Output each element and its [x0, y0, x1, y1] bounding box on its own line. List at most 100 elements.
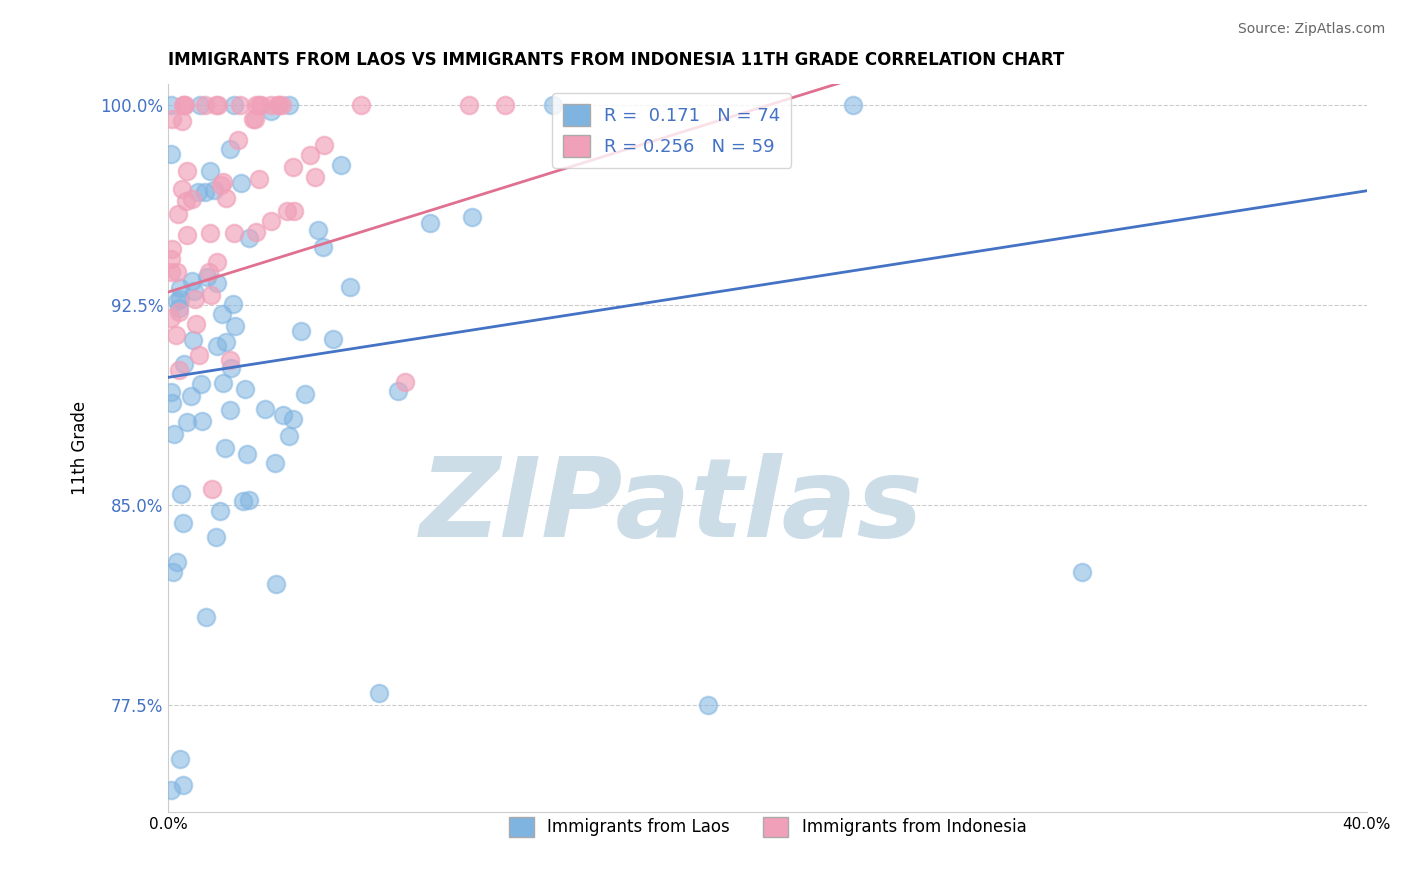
- Point: [278, 429, 301, 443]
- Point: [169, 751, 191, 765]
- Point: [259, 214, 281, 228]
- Point: [215, 334, 238, 349]
- Point: [205, 339, 228, 353]
- Point: [172, 516, 194, 531]
- Point: [219, 142, 242, 156]
- Point: [276, 204, 298, 219]
- Point: [219, 352, 242, 367]
- Point: [174, 194, 197, 208]
- Point: [387, 384, 409, 399]
- Point: [160, 783, 183, 797]
- Point: [245, 98, 267, 112]
- Point: [219, 361, 242, 376]
- Point: [304, 170, 326, 185]
- Point: [494, 98, 516, 112]
- Point: [271, 408, 294, 422]
- Point: [198, 226, 221, 240]
- Point: [186, 317, 208, 331]
- Text: IMMIGRANTS FROM LAOS VS IMMIGRANTS FROM INDONESIA 11TH GRADE CORRELATION CHART: IMMIGRANTS FROM LAOS VS IMMIGRANTS FROM …: [169, 51, 1064, 69]
- Point: [222, 226, 245, 240]
- Point: [160, 242, 183, 256]
- Point: [202, 183, 225, 197]
- Point: [218, 403, 240, 417]
- Point: [696, 698, 718, 713]
- Point: [167, 207, 190, 221]
- Point: [183, 293, 205, 307]
- Point: [167, 305, 190, 319]
- Point: [163, 427, 186, 442]
- Point: [215, 191, 238, 205]
- Point: [176, 415, 198, 429]
- Point: [233, 382, 256, 396]
- Point: [205, 98, 228, 112]
- Point: [195, 610, 218, 624]
- Point: [181, 333, 204, 347]
- Point: [842, 98, 865, 112]
- Point: [264, 577, 287, 591]
- Point: [160, 112, 183, 127]
- Point: [205, 276, 228, 290]
- Point: [329, 158, 352, 172]
- Point: [245, 225, 267, 239]
- Point: [173, 98, 195, 112]
- Point: [247, 171, 270, 186]
- Point: [160, 265, 183, 279]
- Point: [166, 555, 188, 569]
- Point: [290, 324, 312, 338]
- Point: [180, 192, 202, 206]
- Point: [180, 389, 202, 403]
- Point: [195, 269, 218, 284]
- Point: [247, 98, 270, 112]
- Point: [190, 98, 212, 112]
- Point: [209, 178, 232, 192]
- Point: [283, 160, 305, 174]
- Point: [229, 176, 252, 190]
- Point: [312, 239, 335, 253]
- Point: [238, 231, 260, 245]
- Point: [242, 112, 264, 126]
- Point: [167, 362, 190, 376]
- Point: [176, 227, 198, 242]
- Point: [165, 327, 187, 342]
- Point: [339, 280, 361, 294]
- Point: [162, 565, 184, 579]
- Point: [169, 292, 191, 306]
- Point: [188, 348, 211, 362]
- Point: [169, 487, 191, 501]
- Point: [224, 319, 246, 334]
- Point: [162, 396, 184, 410]
- Point: [243, 112, 266, 127]
- Point: [226, 132, 249, 146]
- Point: [160, 384, 183, 399]
- Point: [543, 98, 565, 112]
- Point: [176, 163, 198, 178]
- Point: [207, 98, 229, 112]
- Point: [172, 182, 194, 196]
- Point: [222, 98, 245, 112]
- Point: [259, 98, 281, 112]
- Point: [198, 265, 221, 279]
- Point: [160, 252, 183, 266]
- Point: [183, 285, 205, 299]
- Text: ZIPatlas: ZIPatlas: [420, 453, 924, 559]
- Point: [294, 387, 316, 401]
- Point: [267, 98, 290, 112]
- Point: [204, 530, 226, 544]
- Text: Source: ZipAtlas.com: Source: ZipAtlas.com: [1237, 22, 1385, 37]
- Point: [198, 163, 221, 178]
- Point: [214, 441, 236, 455]
- Point: [211, 175, 233, 189]
- Point: [1071, 565, 1094, 579]
- Point: [160, 310, 183, 325]
- Point: [200, 287, 222, 301]
- Point: [283, 203, 305, 218]
- Point: [160, 147, 183, 161]
- Point: [167, 301, 190, 316]
- Legend: Immigrants from Laos, Immigrants from Indonesia: Immigrants from Laos, Immigrants from In…: [502, 810, 1033, 844]
- Point: [278, 98, 301, 112]
- Point: [173, 98, 195, 112]
- Point: [458, 98, 481, 112]
- Point: [191, 414, 214, 428]
- Point: [298, 148, 321, 162]
- Point: [307, 223, 329, 237]
